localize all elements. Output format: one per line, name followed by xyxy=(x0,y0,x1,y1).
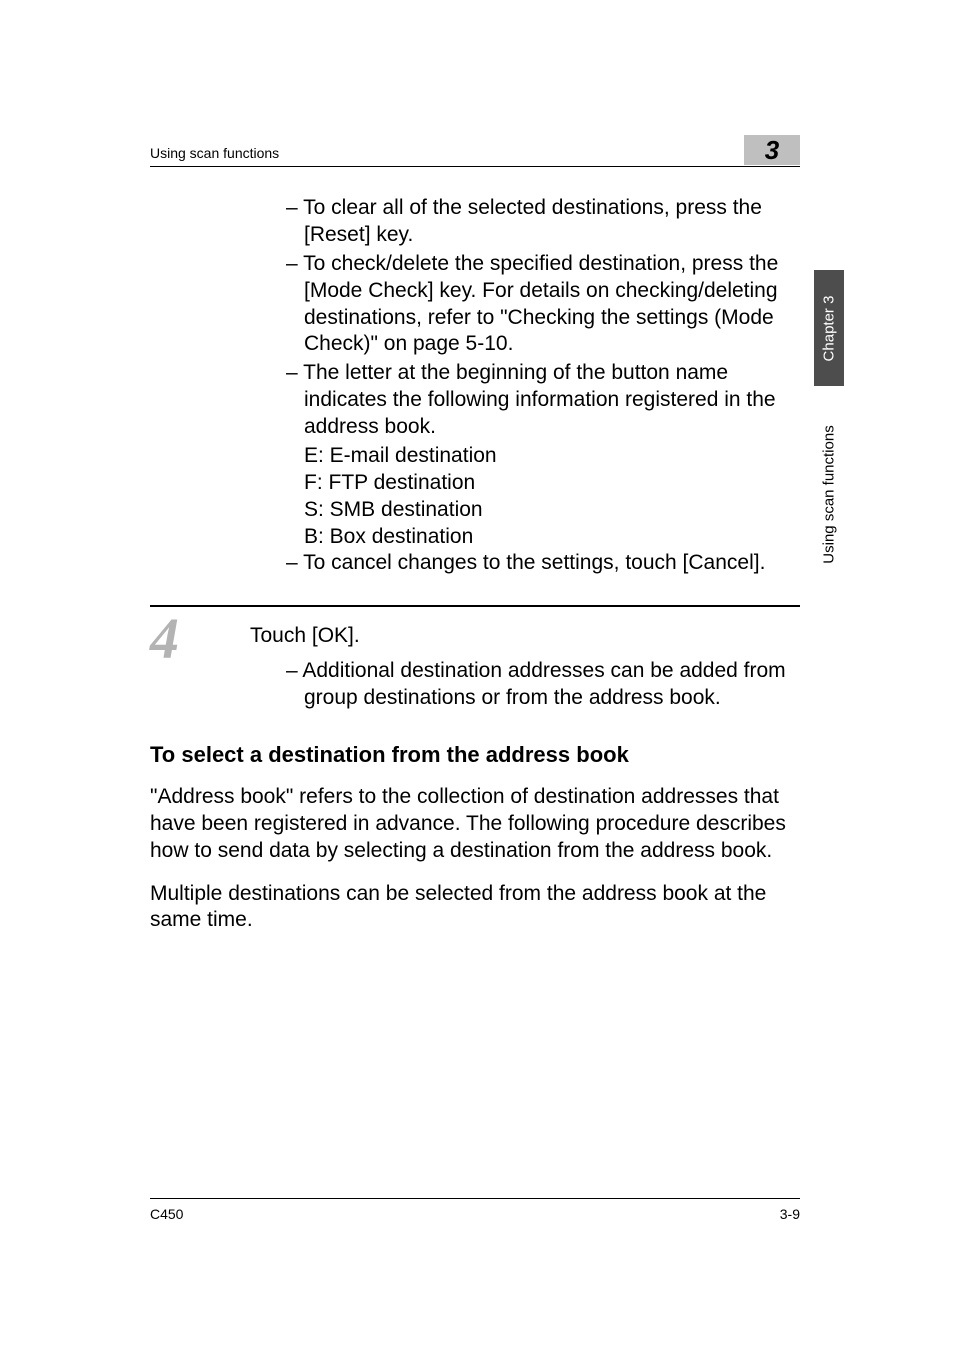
step-4: 4 Touch [OK]. – Additional destination a… xyxy=(150,623,800,712)
step-text: Touch [OK]. xyxy=(250,623,800,650)
bullet-item: – The letter at the beginning of the but… xyxy=(286,360,796,441)
bullet-list-top: – To clear all of the selected destinati… xyxy=(286,195,796,577)
section-heading: To select a destination from the address… xyxy=(150,742,800,768)
sidebar-chapter-tab: Chapter 3 xyxy=(814,270,844,386)
body-paragraph: Multiple destinations can be selected fr… xyxy=(150,881,800,935)
chapter-badge: 3 xyxy=(744,135,800,165)
bullet-item: – Additional destination addresses can b… xyxy=(286,658,800,712)
footer-divider xyxy=(150,1198,800,1199)
bullet-item: – To check/delete the specified destinat… xyxy=(286,251,796,359)
bullet-item: – To cancel changes to the settings, tou… xyxy=(286,550,796,577)
chapter-badge-number: 3 xyxy=(765,135,779,166)
page-content: – To clear all of the selected destinati… xyxy=(150,195,800,950)
bullet-item: – To clear all of the selected destinati… xyxy=(286,195,796,249)
footer-page-number: 3-9 xyxy=(780,1206,800,1222)
bullet-subitem: S: SMB destination xyxy=(304,497,796,524)
step-sublist: – Additional destination addresses can b… xyxy=(286,658,800,712)
step-divider xyxy=(150,605,800,607)
bullet-subitem: F: FTP destination xyxy=(304,470,796,497)
sidebar-section-label: Using scan functions xyxy=(821,425,838,563)
footer-model: C450 xyxy=(150,1206,183,1222)
sidebar-section-tab: Using scan functions xyxy=(814,386,844,602)
body-paragraph: "Address book" refers to the collection … xyxy=(150,784,800,865)
sidebar-chapter-label: Chapter 3 xyxy=(821,295,838,361)
header-divider xyxy=(150,166,800,167)
bullet-subitem: B: Box destination xyxy=(304,524,796,551)
header-section-title: Using scan functions xyxy=(150,145,279,161)
step-number: 4 xyxy=(150,605,179,672)
bullet-subitem: E: E-mail destination xyxy=(304,443,796,470)
